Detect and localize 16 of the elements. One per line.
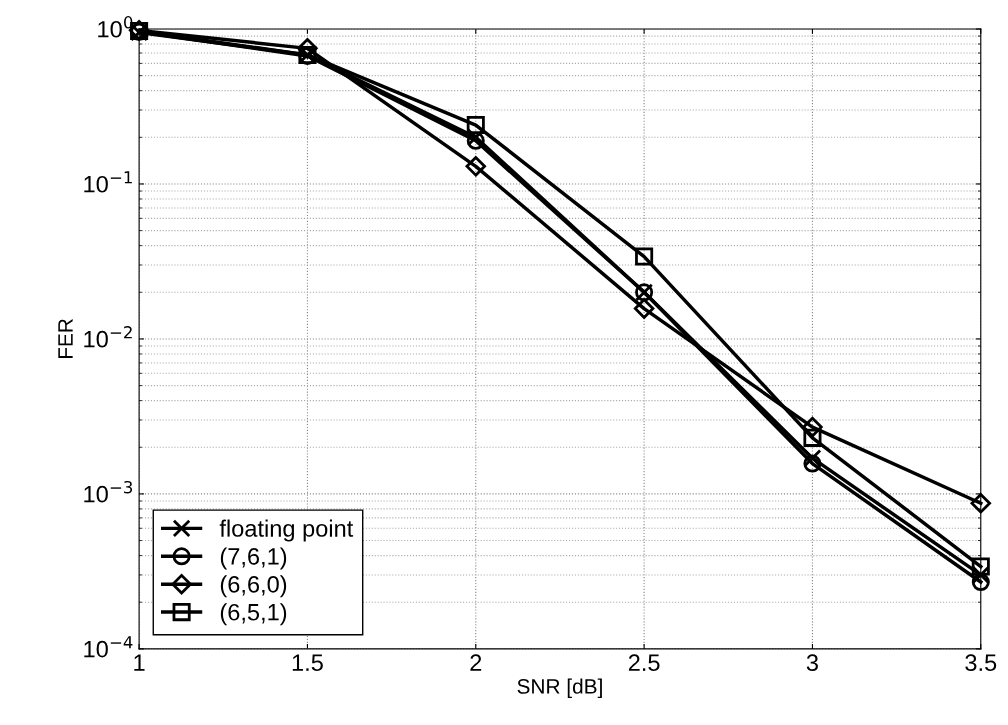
x-tick-label: 1	[134, 654, 145, 671]
y-tick-label: 10$^{−3}$	[84, 480, 133, 503]
legend-label: (7,6,1)	[220, 547, 287, 570]
x-axis-title: SNR [dB]	[517, 678, 602, 698]
x-tick-label: 2	[470, 654, 482, 671]
y-axis-title: FER	[58, 319, 73, 359]
x-tick-label: 1.5	[292, 654, 323, 672]
x-tick-label: 3.5	[965, 654, 997, 672]
x-tick-label: 2.5	[628, 654, 660, 672]
legend-label: (6,5,1)	[220, 603, 287, 626]
y-tick-label: 10$^{−1}$	[84, 171, 132, 193]
x-tick-label: 3	[806, 654, 818, 672]
y-tick-label: 10$^{−2}$	[84, 326, 132, 348]
y-tick-label: 10$^{−4}$	[84, 636, 133, 658]
legend-label: (6,6,0)	[220, 575, 287, 598]
legend-label: floating point	[219, 519, 354, 542]
